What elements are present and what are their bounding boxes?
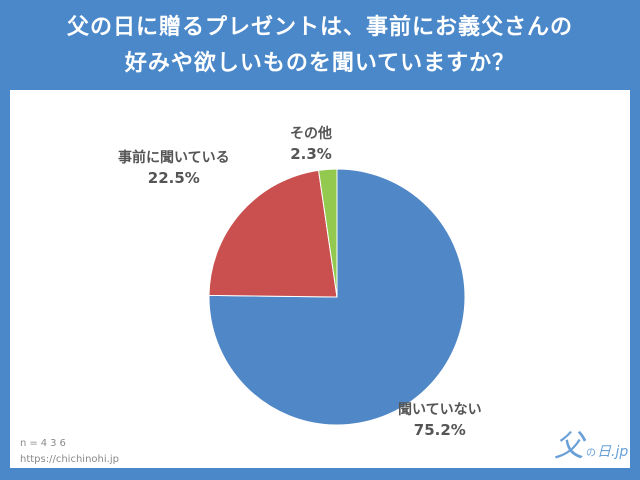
logo-small: の [586, 448, 596, 459]
title-line-1: 父の日に贈るプレゼントは、事前にお義父さんの [66, 15, 573, 40]
logo-suffix: 日.jp [597, 444, 628, 460]
slice-label-text: 事前に聞いている [118, 150, 230, 166]
slice-label-asked: 事前に聞いている 22.5% [118, 148, 230, 188]
pie-slice-asked [208, 169, 338, 298]
logo-graphic: 父 の 日.jp [554, 429, 628, 464]
pie-slice-other [318, 168, 338, 298]
pie-slice-not-asked [208, 168, 466, 426]
slice-label-value: 2.3% [290, 145, 332, 163]
slice-label-value: 22.5% [147, 169, 200, 187]
logo-mark: 父 [554, 429, 587, 464]
title-line-2: 好みや欲しいものを聞いていますか？ [124, 51, 516, 76]
site-logo: 父 の 日.jp [552, 422, 632, 468]
sample-size-note: n=436 [20, 438, 69, 449]
slice-label-text: その他 [290, 126, 332, 142]
chart-title: 父の日に贈るプレゼントは、事前にお義父さんの 好みや欲しいものを聞いていますか？ [0, 10, 640, 82]
slice-label-other: その他 2.3% [290, 124, 332, 164]
slice-label-not-asked: 聞いていない 75.2% [398, 400, 482, 440]
source-url: https://chichinohi.jp [20, 454, 119, 465]
slice-label-value: 75.2% [413, 421, 466, 439]
slice-label-text: 聞いていない [398, 402, 482, 418]
